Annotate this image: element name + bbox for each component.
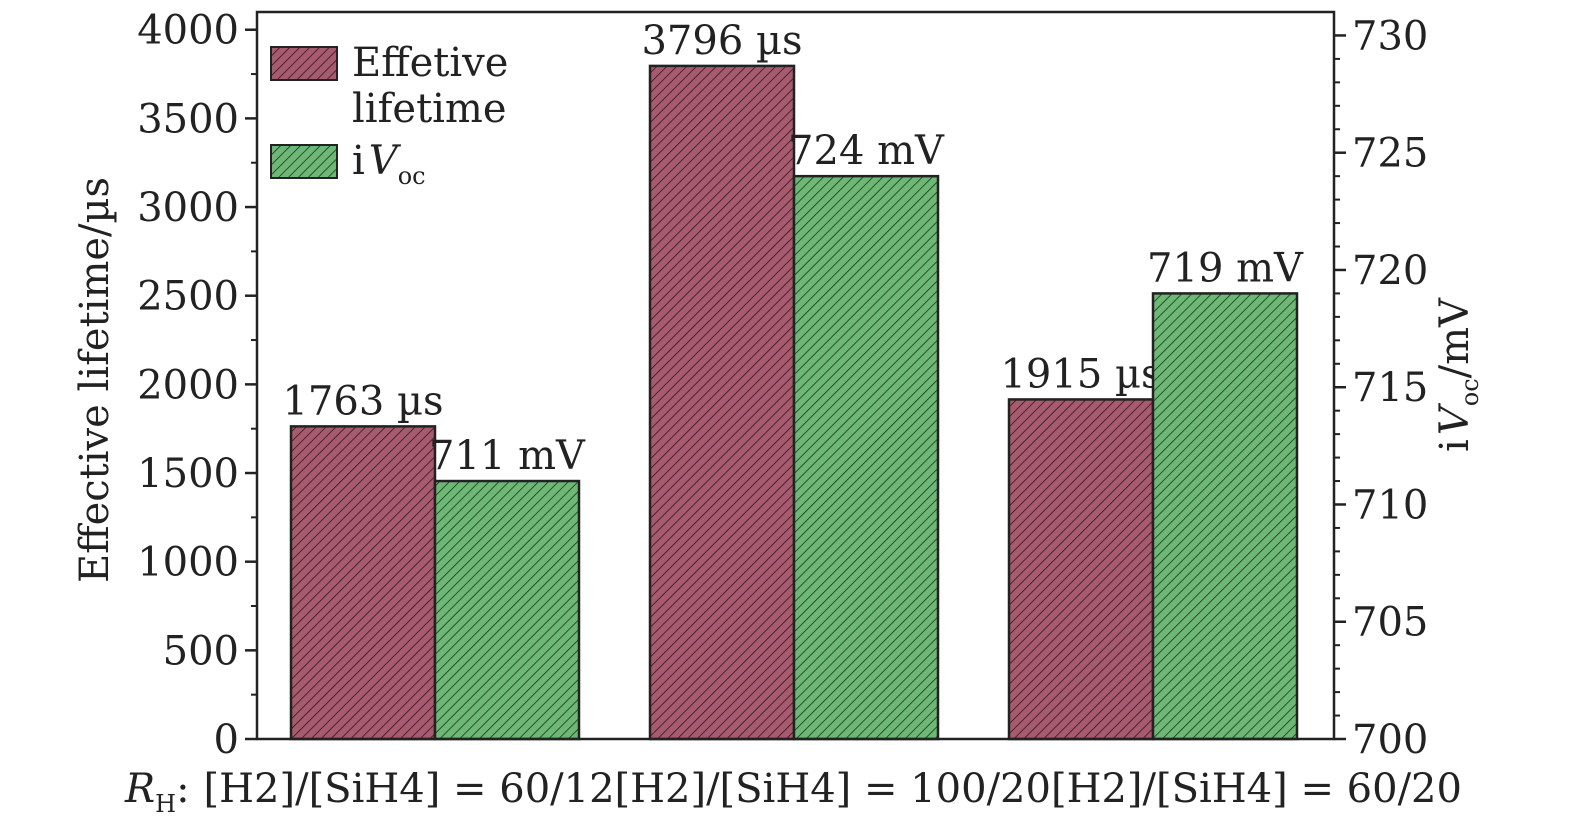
- right-tick-label: 705: [1352, 600, 1428, 646]
- bar-value-label: 1763 µs: [282, 378, 443, 424]
- right-axis-label: iVoc/mV: [1432, 297, 1484, 452]
- x-tick-label: [H2]/[SiH4] = 60/20: [1051, 766, 1462, 812]
- left-tick-label: 3500: [137, 96, 239, 142]
- bar-voc: [433, 479, 581, 741]
- x-axis-label: RH: [H2]/[SiH4] = 60/12[H2]/[SiH4] = 100/…: [124, 766, 1462, 818]
- bar-voc: [1151, 292, 1299, 741]
- left-tick-label: 0: [214, 717, 239, 763]
- x-axis-prefix: R: [124, 766, 155, 812]
- legend-label-voc: i Voc: [352, 138, 426, 190]
- left-tick-label: 1500: [137, 451, 239, 497]
- left-tick-label: 1000: [137, 540, 239, 586]
- right-axis-label-var: V: [1432, 402, 1478, 435]
- right-tick-label: 720: [1352, 248, 1428, 294]
- left-axis-label: Effective lifetime/µs: [72, 177, 118, 583]
- x-tick-label: [H2]/[SiH4] = 100/20: [615, 766, 1051, 812]
- x-axis-colon: :: [176, 766, 189, 812]
- legend-voc-var: V: [369, 138, 402, 184]
- bar-value-label: 724 mV: [788, 128, 945, 174]
- ticks-group: 0 500 1000 1500 2000 2500 3000 3500 4000 700 705 71…: [137, 8, 1428, 763]
- legend-label-lifetime: Effetive: [352, 40, 508, 86]
- right-tick-label: 700: [1352, 717, 1428, 763]
- legend-swatch-lifetime: [270, 46, 338, 81]
- legend-swatch-voc: [270, 144, 338, 179]
- bar-voc: [792, 174, 940, 741]
- left-tick-label: 2000: [137, 362, 239, 408]
- bar-value-label: 719 mV: [1147, 245, 1304, 291]
- right-axis-label-suffix: /mV: [1432, 297, 1478, 378]
- legend-voc-sub: oc: [398, 162, 426, 190]
- x-axis-prefix-sub: H: [155, 790, 176, 818]
- bar-value-label: 711 mV: [429, 433, 586, 479]
- right-tick-label: 725: [1352, 131, 1428, 177]
- left-tick-label: 4000: [137, 8, 239, 54]
- bar-lifetime: [1007, 398, 1155, 741]
- bar-lifetime: [289, 425, 437, 741]
- legend: Effetive lifetime i Voc: [270, 40, 508, 190]
- bar-value-label: 3796 µs: [641, 18, 802, 64]
- right-tick-label: 710: [1352, 482, 1428, 528]
- bar-lifetime: [648, 64, 796, 741]
- left-tick-label: 500: [163, 628, 239, 674]
- right-tick-label: 730: [1352, 13, 1428, 59]
- plot-frame: [255, 10, 1336, 741]
- right-axis-label-prefix: i: [1432, 439, 1478, 452]
- left-tick-label: 2500: [137, 274, 239, 320]
- legend-label-lifetime-line2: lifetime: [352, 86, 507, 132]
- right-axis-label-sub: oc: [1456, 378, 1484, 406]
- legend-voc-prefix: i: [352, 138, 365, 184]
- bars-group: 1763 µs 711 mV 3796 µs 724 mV 1915 µs 719 mV: [282, 18, 1304, 741]
- left-tick-label: 3000: [137, 185, 239, 231]
- bar-value-label: 1915 µs: [1000, 351, 1161, 397]
- right-tick-label: 715: [1352, 365, 1428, 411]
- x-tick-label: [H2]/[SiH4] = 60/12: [204, 766, 615, 812]
